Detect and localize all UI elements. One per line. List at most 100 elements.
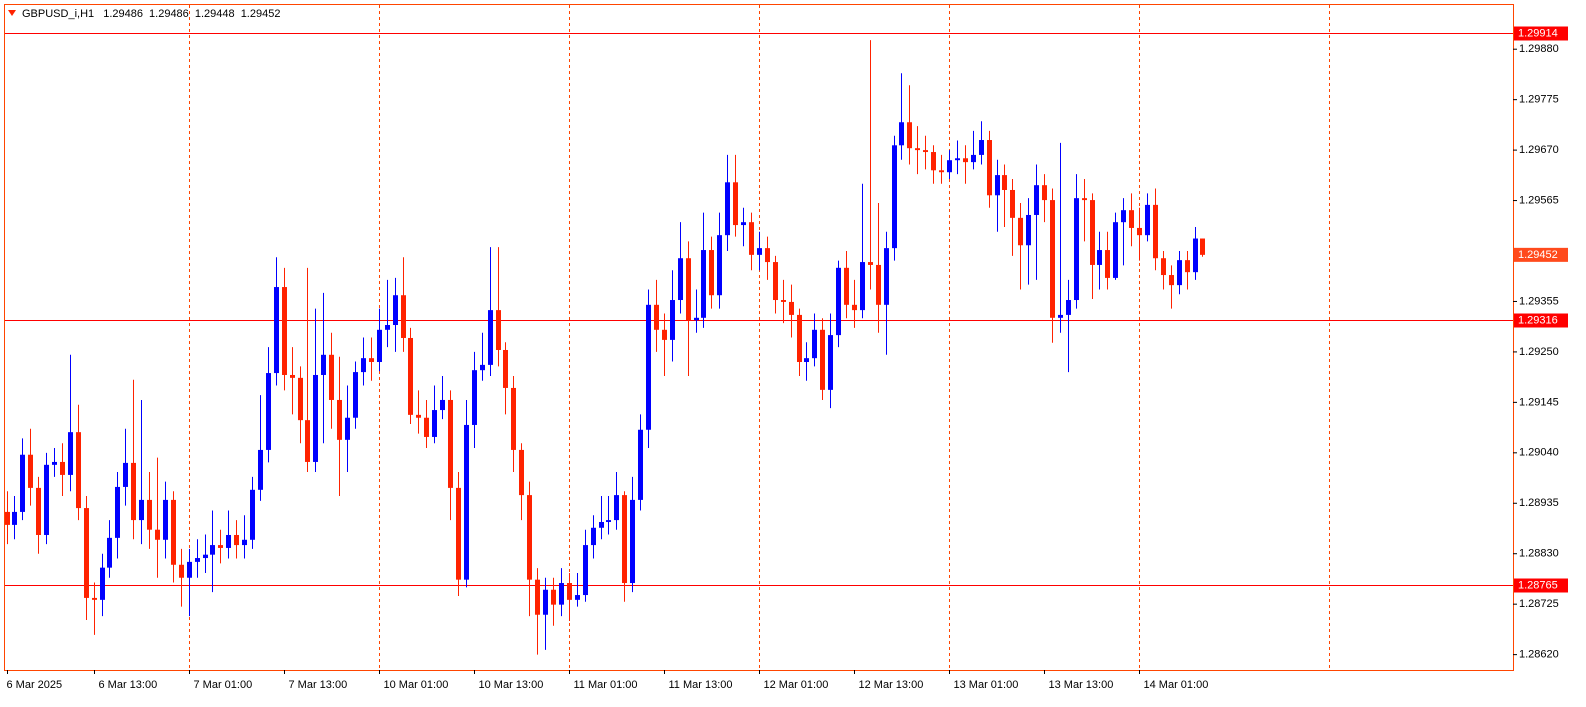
candle-body [1042, 185, 1047, 201]
candle-body [115, 486, 120, 538]
candle-body [210, 545, 215, 555]
candle-body [757, 248, 762, 255]
candle-body [1153, 204, 1158, 259]
candle-body [1200, 238, 1205, 255]
y-tick-label: 1.29775 [1519, 94, 1559, 106]
header-close: 1.29452 [241, 8, 281, 20]
y-tick-label: 1.28725 [1519, 598, 1559, 610]
x-tick-label: 12 Mar 13:00 [859, 679, 924, 691]
candle-body [36, 487, 41, 535]
candle-body [717, 235, 722, 296]
candle-body [741, 222, 746, 226]
candle-body [614, 495, 619, 521]
candle-body [662, 329, 667, 340]
candle-body [12, 511, 17, 525]
candle-body [290, 374, 295, 378]
candle-body [226, 534, 231, 548]
candle-body [820, 329, 825, 390]
candle-body [171, 499, 176, 565]
x-tick-label: 14 Mar 01:00 [1144, 679, 1209, 691]
candle-body [480, 364, 485, 371]
candle-body [1074, 198, 1079, 301]
candle-body [393, 295, 398, 326]
candle-body [915, 148, 920, 151]
candle-body [313, 374, 318, 462]
candle-body [543, 589, 548, 615]
candle-body [488, 310, 493, 365]
y-tick-label: 1.28620 [1519, 649, 1559, 661]
candle-body [472, 370, 477, 425]
candle-body [1105, 250, 1110, 278]
candle-body [519, 449, 524, 496]
header-open: 1.29486 [103, 8, 143, 20]
candle-body [765, 248, 770, 263]
candle-body [60, 461, 65, 475]
candle-body [638, 429, 643, 500]
candle-body [868, 262, 873, 265]
candle-body [298, 377, 303, 421]
candle-body [670, 300, 675, 340]
bid-label: 1.29452 [1518, 249, 1558, 261]
candle-body [218, 545, 223, 548]
candle-body [899, 122, 904, 146]
candle-body [20, 454, 25, 512]
candle-body [242, 539, 247, 546]
menu-arrow[interactable] [8, 10, 16, 16]
candle-body [527, 495, 532, 580]
candle-body [345, 417, 350, 440]
candle-body [575, 595, 580, 600]
candle-body [1161, 258, 1166, 276]
candle-body [836, 267, 841, 336]
candle-body [1010, 189, 1015, 218]
candle-body [385, 325, 390, 330]
y-tick-label: 1.29355 [1519, 295, 1559, 307]
candle-body [749, 222, 754, 255]
candle-body [622, 495, 627, 584]
candle-body [678, 258, 683, 301]
candle-body [432, 410, 437, 437]
candle-body [361, 358, 366, 373]
candle-body [979, 140, 984, 155]
candle-body [258, 449, 263, 490]
candle-body [971, 154, 976, 163]
candle-body [646, 304, 651, 430]
candle-body [424, 417, 429, 437]
candle-body [456, 487, 461, 580]
x-tick-label: 7 Mar 01:00 [194, 679, 253, 691]
candle-body [147, 499, 152, 530]
candle-body [100, 567, 105, 600]
candle-body [1090, 200, 1095, 265]
candle-body [551, 589, 556, 605]
level-label-bg [1514, 313, 1568, 328]
candle-body [733, 182, 738, 226]
y-tick-label: 1.29145 [1519, 396, 1559, 408]
candle-body [1058, 314, 1063, 318]
x-tick-label: 6 Mar 2025 [7, 679, 63, 691]
candle-body [321, 354, 326, 375]
y-tick-label: 1.29250 [1519, 346, 1559, 358]
candle-body [1002, 175, 1007, 190]
x-tick-label: 11 Mar 01:00 [574, 679, 638, 691]
candle-body [535, 579, 540, 615]
candle-body [1145, 204, 1150, 236]
x-tick-label: 13 Mar 01:00 [954, 679, 1019, 691]
x-tick-label: 13 Mar 13:00 [1049, 679, 1114, 691]
header-high: 1.29486 [149, 8, 189, 20]
candle-body [963, 158, 968, 163]
candle-body [44, 464, 49, 535]
candle-body [139, 499, 144, 521]
candle-body [337, 399, 342, 440]
candle-body [1137, 227, 1142, 236]
candle-body [1113, 222, 1118, 278]
candle-body [52, 461, 57, 465]
x-tick-label: 10 Mar 13:00 [479, 679, 544, 691]
candle-body [1177, 260, 1182, 286]
candle-body [440, 399, 445, 411]
candle-body [266, 373, 271, 450]
chart-header: GBPUSD_i,H1 1.29486 1.29486 1.29448 1.29… [22, 8, 280, 20]
candle-body [987, 140, 992, 196]
candle-body [931, 152, 936, 171]
candle-body [852, 304, 857, 311]
x-tick-label: 12 Mar 01:00 [764, 679, 829, 691]
